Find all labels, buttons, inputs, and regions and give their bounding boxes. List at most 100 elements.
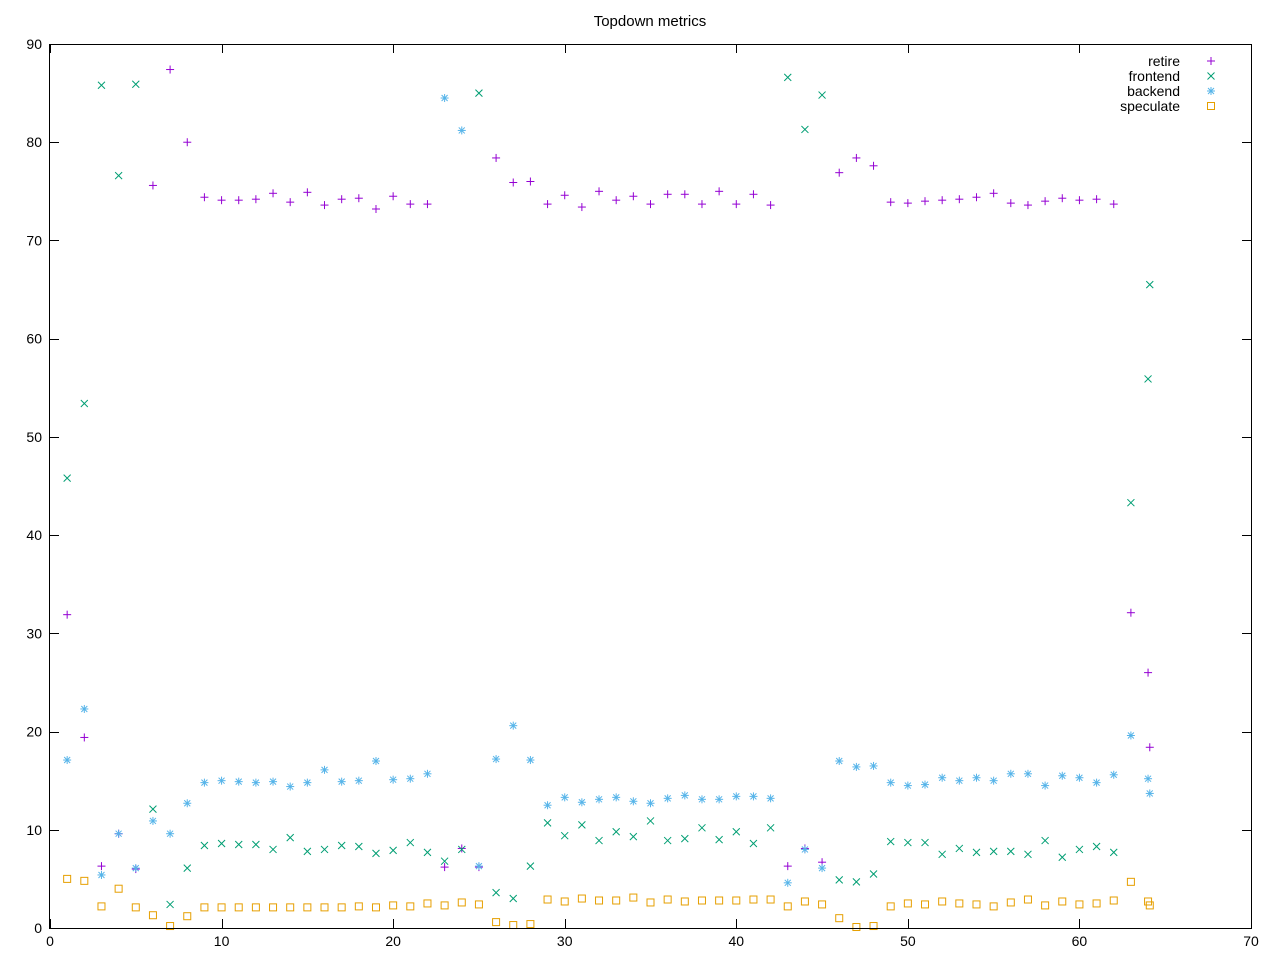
backend-point (1058, 771, 1067, 780)
retire-point (955, 195, 964, 204)
backend-point (251, 778, 260, 787)
retire-point (629, 192, 638, 201)
frontend-point (869, 870, 878, 878)
speculate-point (80, 876, 89, 885)
speculate-point (972, 900, 981, 909)
frontend-point (921, 838, 929, 847)
y-tick-label: 0 (34, 920, 42, 936)
retire-point (148, 181, 157, 190)
retire-point (200, 193, 209, 202)
backend-point (835, 757, 844, 766)
speculate-point (560, 897, 569, 906)
x-tick-label: 40 (728, 933, 744, 949)
speculate-point (114, 884, 123, 893)
retire-point (217, 196, 226, 205)
speculate-point (1006, 898, 1015, 907)
frontend-point (680, 834, 689, 843)
frontend-point (389, 846, 397, 855)
frontend-point (715, 835, 723, 844)
frontend-point (1075, 845, 1084, 854)
frontend-point (835, 876, 844, 884)
speculate-point (1041, 901, 1050, 910)
retire-point (612, 196, 621, 205)
backend-point (200, 778, 209, 787)
backend-point (595, 795, 604, 804)
backend-point (1109, 770, 1118, 779)
frontend-point (337, 841, 346, 850)
speculate-point (1126, 877, 1135, 886)
frontend-point (783, 73, 792, 82)
retire-point (732, 200, 741, 209)
frontend-point (423, 848, 432, 857)
backend-point (406, 774, 415, 783)
speculate-point (663, 895, 672, 904)
retire-point (921, 197, 930, 206)
plot-frame (49, 44, 1252, 929)
retire-point (749, 190, 758, 199)
y-tick-label: 70 (26, 232, 42, 248)
backend-point (354, 776, 363, 785)
frontend-point (1144, 375, 1152, 383)
retire-point (1075, 196, 1084, 205)
speculate-point (286, 903, 295, 912)
speculate-point (749, 895, 758, 904)
speculate-point (1109, 896, 1118, 905)
frontend-point (286, 833, 295, 842)
retire-point (354, 194, 363, 203)
backend-point (852, 762, 861, 771)
legend-marker-frontend (1207, 72, 1215, 80)
backend-point (269, 777, 278, 786)
retire-point (423, 200, 432, 209)
backend-point (921, 780, 930, 789)
backend-point (526, 756, 535, 765)
frontend-point (938, 850, 947, 859)
legend-marker-retire (1207, 57, 1215, 65)
speculate-point (1023, 895, 1032, 904)
x-tick-label: 50 (900, 933, 916, 949)
y-tick-label: 20 (26, 724, 42, 740)
speculate-point (303, 903, 312, 912)
legend-label-speculate: speculate (1120, 98, 1180, 114)
backend-point (97, 870, 106, 879)
data-points (63, 65, 1154, 932)
frontend-point (509, 894, 518, 903)
legend-marker-speculate (1207, 102, 1215, 110)
backend-point (148, 816, 157, 825)
speculate-point (492, 918, 501, 927)
frontend-point (818, 91, 826, 99)
speculate-point (1145, 901, 1154, 910)
speculate-point (354, 902, 363, 911)
chart-title: Topdown metrics (594, 13, 707, 30)
backend-point (766, 794, 775, 803)
speculate-point (1092, 899, 1101, 908)
speculate-point (148, 911, 157, 920)
backend-point (972, 773, 981, 782)
speculate-point (337, 903, 346, 912)
speculate-point (629, 893, 638, 902)
frontend-point (303, 847, 312, 856)
backend-point (217, 776, 226, 785)
frontend-point (526, 862, 535, 870)
backend-point (389, 775, 398, 784)
retire-point (97, 862, 106, 871)
frontend-point (612, 827, 621, 836)
axis-ticks: 0 10 20 30 40 50 60 70 0 10 20 30 40 50 60 70 80 90 (26, 36, 1259, 949)
backend-point (423, 769, 432, 778)
frontend-point (372, 849, 380, 858)
frontend-point (1092, 842, 1101, 851)
speculate-point (835, 914, 844, 923)
speculate-point (423, 899, 432, 908)
retire-point (1145, 743, 1154, 752)
retire-point (234, 196, 243, 205)
frontend-point (1109, 848, 1118, 857)
frontend-point (886, 837, 895, 846)
speculate-point (371, 903, 380, 912)
frontend-point (406, 838, 415, 847)
retire-point (560, 191, 569, 200)
speculate-point (869, 922, 878, 931)
speculate-point (63, 874, 72, 883)
speculate-point (783, 902, 792, 911)
frontend-point (1006, 847, 1015, 856)
